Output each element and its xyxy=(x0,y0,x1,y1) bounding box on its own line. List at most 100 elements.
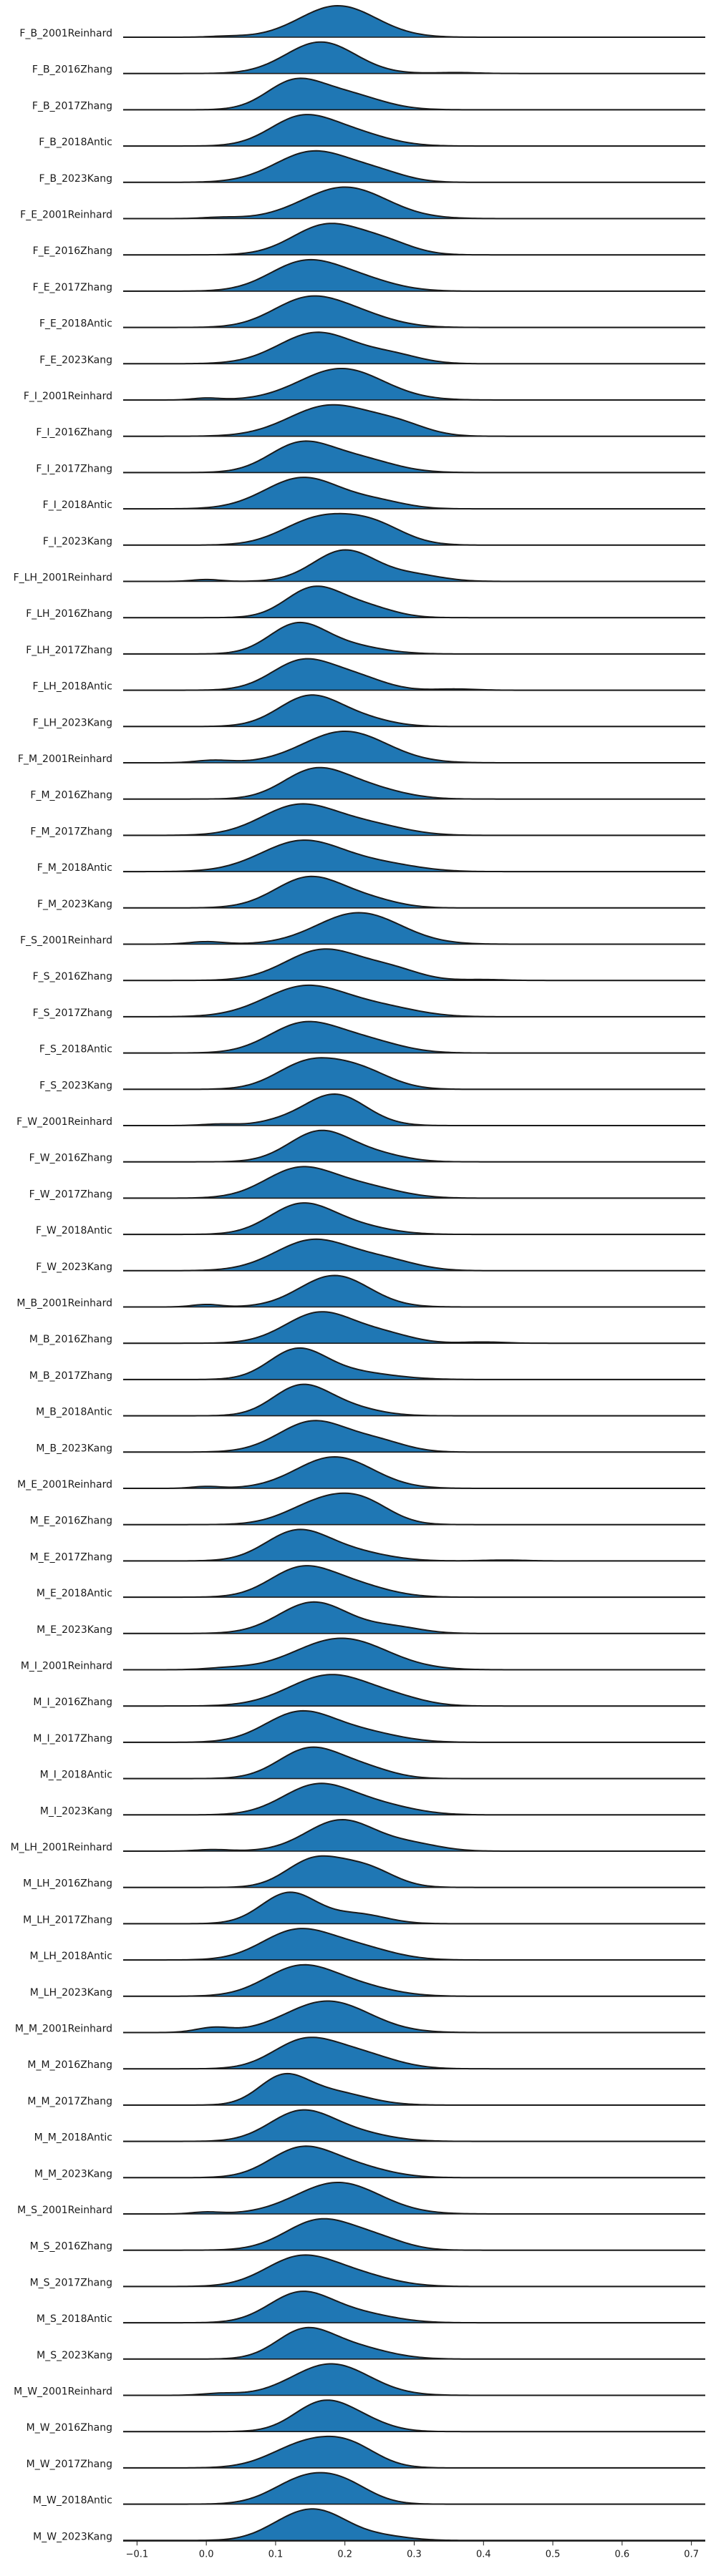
ridge-label: M_B_2001Reinhard xyxy=(16,1298,112,1309)
ridge-outline xyxy=(123,2036,705,2070)
ridge-outline xyxy=(123,1709,705,1743)
ridge-row: F_I_2001Reinhard xyxy=(24,368,705,402)
ridge-label: F_B_2018Antic xyxy=(39,137,112,148)
ridge-area xyxy=(123,876,705,908)
ridge-row: M_I_2017Zhang xyxy=(33,1709,705,1745)
ridge-label: F_S_2017Zhang xyxy=(33,1008,112,1019)
ridge-label: F_LH_2016Zhang xyxy=(26,608,112,620)
ridge-area xyxy=(123,2472,705,2504)
ridge-area xyxy=(123,1783,705,1815)
ridge-label: F_W_2017Zhang xyxy=(29,1189,112,1200)
ridge-row: F_LH_2017Zhang xyxy=(26,621,705,656)
ridge-row: F_W_2016Zhang xyxy=(29,1129,705,1164)
ridge-label: F_E_2018Antic xyxy=(39,318,112,330)
x-tick-label: −0.1 xyxy=(126,2549,149,2560)
ridge-area xyxy=(123,404,705,436)
ridge-area xyxy=(123,2327,705,2359)
ridge-row: F_LH_2001Reinhard xyxy=(14,549,705,584)
ridge-outline xyxy=(123,839,705,873)
ridge-area xyxy=(123,332,705,364)
ridge-area xyxy=(123,2146,705,2178)
ridge-area xyxy=(123,2182,705,2214)
ridge-area xyxy=(123,731,705,763)
ridge-row: F_I_2017Zhang xyxy=(36,440,705,474)
ridge-outline xyxy=(123,1202,705,1236)
ridge-label: M_LH_2001Reinhard xyxy=(11,1842,112,1853)
ridge-outline xyxy=(123,2145,705,2179)
ridge-row: M_I_2018Antic xyxy=(40,1746,705,1781)
ridge-label: M_I_2016Zhang xyxy=(33,1697,112,1708)
ridge-label: F_B_2001Reinhard xyxy=(19,28,112,39)
ridge-label: F_E_2016Zhang xyxy=(33,245,112,257)
ridge-area xyxy=(123,1457,705,1488)
x-tick-label: 0.2 xyxy=(337,2549,352,2560)
ridge-label: M_I_2018Antic xyxy=(40,1770,112,1781)
ridge-area xyxy=(123,1638,705,1670)
ridge-area xyxy=(123,985,705,1017)
ridge-label: F_I_2017Zhang xyxy=(36,463,112,474)
ridge-outline xyxy=(123,2290,705,2324)
ridge-label: F_M_2016Zhang xyxy=(30,790,112,801)
ridge-row: M_M_2016Zhang xyxy=(27,2036,705,2071)
ridge-outline xyxy=(123,1020,705,1054)
ridge-label: F_S_2018Antic xyxy=(39,1044,112,1055)
ridge-label: F_S_2023Kang xyxy=(39,1080,112,1091)
ridge-outline xyxy=(123,1528,705,1562)
ridge-area xyxy=(123,1166,705,1199)
ridge-label: M_B_2023Kang xyxy=(36,1443,112,1454)
ridge-row: F_B_2018Antic xyxy=(39,114,705,148)
ridge-area xyxy=(123,2509,705,2541)
ridge-area xyxy=(123,1420,705,1453)
ridge-outline xyxy=(123,1129,705,1163)
ridge-row: F_S_2001Reinhard xyxy=(20,912,705,947)
ridge-outline xyxy=(123,1928,705,1961)
ridge-outline xyxy=(123,2218,705,2251)
ridge-label: M_S_2017Zhang xyxy=(30,2277,112,2288)
ridge-area xyxy=(123,1275,705,1307)
ridge-outline xyxy=(123,114,705,147)
ridge-row: F_LH_2016Zhang xyxy=(26,585,705,620)
ridge-outline xyxy=(123,2072,705,2106)
ridge-label: M_M_2001Reinhard xyxy=(15,2024,112,2035)
ridge-area xyxy=(123,658,705,691)
ridge-area xyxy=(123,1239,705,1271)
ridge-row: F_B_2016Zhang xyxy=(32,41,705,76)
ridge-row: F_S_2023Kang xyxy=(39,1057,705,1091)
ridge-label: F_E_2023Kang xyxy=(39,354,112,366)
ridge-label: M_S_2018Antic xyxy=(37,2313,112,2325)
ridge-label: F_I_2018Antic xyxy=(43,499,112,511)
ridge-row: M_E_2018Antic xyxy=(37,1565,705,1599)
ridge-outline xyxy=(123,694,705,728)
ridge-row: M_B_2001Reinhard xyxy=(16,1274,705,1309)
ridge-label: F_S_2001Reinhard xyxy=(20,935,112,947)
ridge-outline xyxy=(123,1057,705,1091)
ridge-row: F_S_2018Antic xyxy=(39,1020,705,1055)
ridge-row: M_LH_2001Reinhard xyxy=(11,1818,705,1853)
ridge-label: F_W_2023Kang xyxy=(36,1262,112,1273)
ridge-label: M_I_2023Kang xyxy=(40,1805,112,1817)
ridge-row: M_B_2017Zhang xyxy=(29,1347,705,1382)
ridge-label: M_I_2001Reinhard xyxy=(21,1661,112,1672)
ridge-row: F_I_2016Zhang xyxy=(36,404,705,439)
ridge-outline xyxy=(123,4,705,38)
ridge-label: F_I_2023Kang xyxy=(43,536,112,547)
ridge-row: F_LH_2018Antic xyxy=(32,658,705,693)
ridge-label: F_M_2001Reinhard xyxy=(18,753,112,765)
ridge-outline xyxy=(123,1166,705,1199)
ridge-outline xyxy=(123,621,705,655)
ridge-row: F_B_2017Zhang xyxy=(32,77,705,112)
x-tick-label: 0.6 xyxy=(615,2549,630,2560)
ridge-row: F_E_2018Antic xyxy=(39,295,705,330)
ridge-row: F_M_2001Reinhard xyxy=(18,730,705,765)
ridge-label: F_W_2001Reinhard xyxy=(16,1116,112,1128)
ridge-outline xyxy=(123,477,705,510)
ridge-label: F_M_2018Antic xyxy=(37,862,112,874)
ridge-row: F_M_2018Antic xyxy=(37,839,705,874)
ridge-area xyxy=(123,622,705,654)
ridge-label: M_M_2017Zhang xyxy=(27,2096,112,2107)
ridge-row: M_LH_2016Zhang xyxy=(23,1855,705,1890)
ridge-row: F_M_2017Zhang xyxy=(30,803,705,837)
ridge-outline xyxy=(123,295,705,328)
ridge-area xyxy=(123,150,705,182)
